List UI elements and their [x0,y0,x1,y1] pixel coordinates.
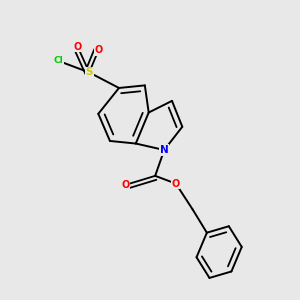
Text: O: O [172,178,180,189]
Text: Cl: Cl [53,56,63,65]
Text: S: S [85,68,93,77]
Text: N: N [160,145,169,155]
Text: O: O [94,46,102,56]
Text: O: O [121,180,130,190]
Text: O: O [74,42,82,52]
